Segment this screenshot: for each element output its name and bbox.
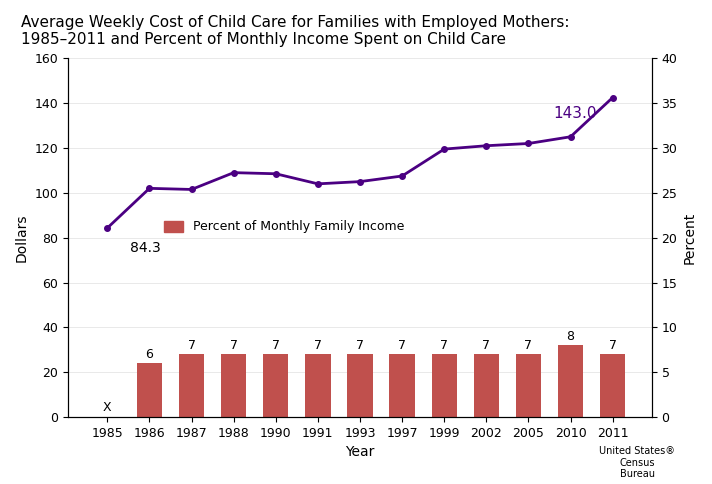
Y-axis label: Dollars: Dollars <box>15 213 29 262</box>
Text: 8: 8 <box>567 331 575 344</box>
X-axis label: Year: Year <box>345 445 375 459</box>
Bar <box>263 354 288 417</box>
Bar <box>305 354 330 417</box>
Text: 7: 7 <box>272 339 280 352</box>
Text: 7: 7 <box>230 339 238 352</box>
Text: 7: 7 <box>356 339 364 352</box>
Legend: Percent of Monthly Family Income: Percent of Monthly Family Income <box>159 215 409 239</box>
Bar <box>431 354 457 417</box>
Y-axis label: Percent: Percent <box>683 212 697 264</box>
Bar <box>558 345 583 417</box>
Text: 84.3: 84.3 <box>130 242 161 256</box>
Text: 143.0: 143.0 <box>553 106 597 121</box>
Text: 7: 7 <box>187 339 196 352</box>
Text: 7: 7 <box>609 339 617 352</box>
Text: 7: 7 <box>398 339 406 352</box>
Text: 6: 6 <box>145 348 153 362</box>
Bar <box>221 354 246 417</box>
Text: 7: 7 <box>525 339 533 352</box>
Bar <box>600 354 625 417</box>
Text: 7: 7 <box>482 339 491 352</box>
Text: United States®
Census
Bureau: United States® Census Bureau <box>600 446 675 479</box>
Bar <box>347 354 372 417</box>
Bar <box>137 363 162 417</box>
Text: 7: 7 <box>314 339 322 352</box>
Text: X: X <box>103 401 112 414</box>
Bar <box>389 354 415 417</box>
Bar <box>179 354 204 417</box>
Bar <box>473 354 499 417</box>
Bar <box>515 354 541 417</box>
Text: 7: 7 <box>440 339 449 352</box>
Text: Average Weekly Cost of Child Care for Families with Employed Mothers:
1985–2011 : Average Weekly Cost of Child Care for Fa… <box>21 15 570 47</box>
